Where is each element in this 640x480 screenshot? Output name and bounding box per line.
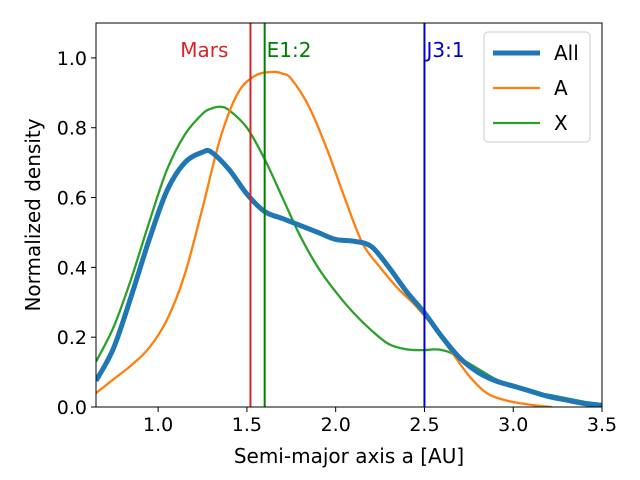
y-tick-label: 0.4: [57, 257, 87, 279]
x-tick-label: 2.5: [409, 414, 439, 436]
legend-label-x: X: [554, 111, 568, 135]
x-tick-label: 3.5: [587, 414, 617, 436]
x-tick-label: 1.5: [232, 414, 262, 436]
x-axis-label: Semi-major axis a [AU]: [234, 444, 464, 468]
y-tick-label: 0.0: [57, 397, 87, 419]
vline-layer: Mars E1:2 J3:1: [180, 23, 465, 407]
vline-label-mars: Mars: [180, 38, 228, 62]
axes-layer: 1.0 1.5 2.0 2.5 3.0 3.5 0.0 0.2 0.4 0.6 0.8 1.0: [57, 22, 617, 436]
y-tick-label: 1.0: [57, 48, 87, 70]
series-line-all: [96, 147, 602, 407]
y-axis-label: Normalized density: [21, 118, 45, 311]
x-tick-label: 3.0: [498, 414, 528, 436]
legend-label-a: A: [554, 76, 568, 100]
y-tick-label: 0.8: [57, 118, 87, 140]
vline-label-e1-2: E1:2: [267, 38, 312, 62]
y-tick-label: 0.6: [57, 188, 87, 210]
series-line-a: [96, 70, 553, 407]
plot-frame: [95, 22, 603, 408]
series-layer: [96, 70, 602, 407]
vline-label-j3-1: J3:1: [424, 38, 464, 62]
legend: All AX: [483, 31, 591, 143]
legend-label-all: All: [554, 41, 579, 65]
x-tick-label: 1.0: [143, 414, 173, 436]
x-tick-label: 2.0: [321, 414, 351, 436]
y-tick-label: 0.2: [57, 327, 87, 349]
